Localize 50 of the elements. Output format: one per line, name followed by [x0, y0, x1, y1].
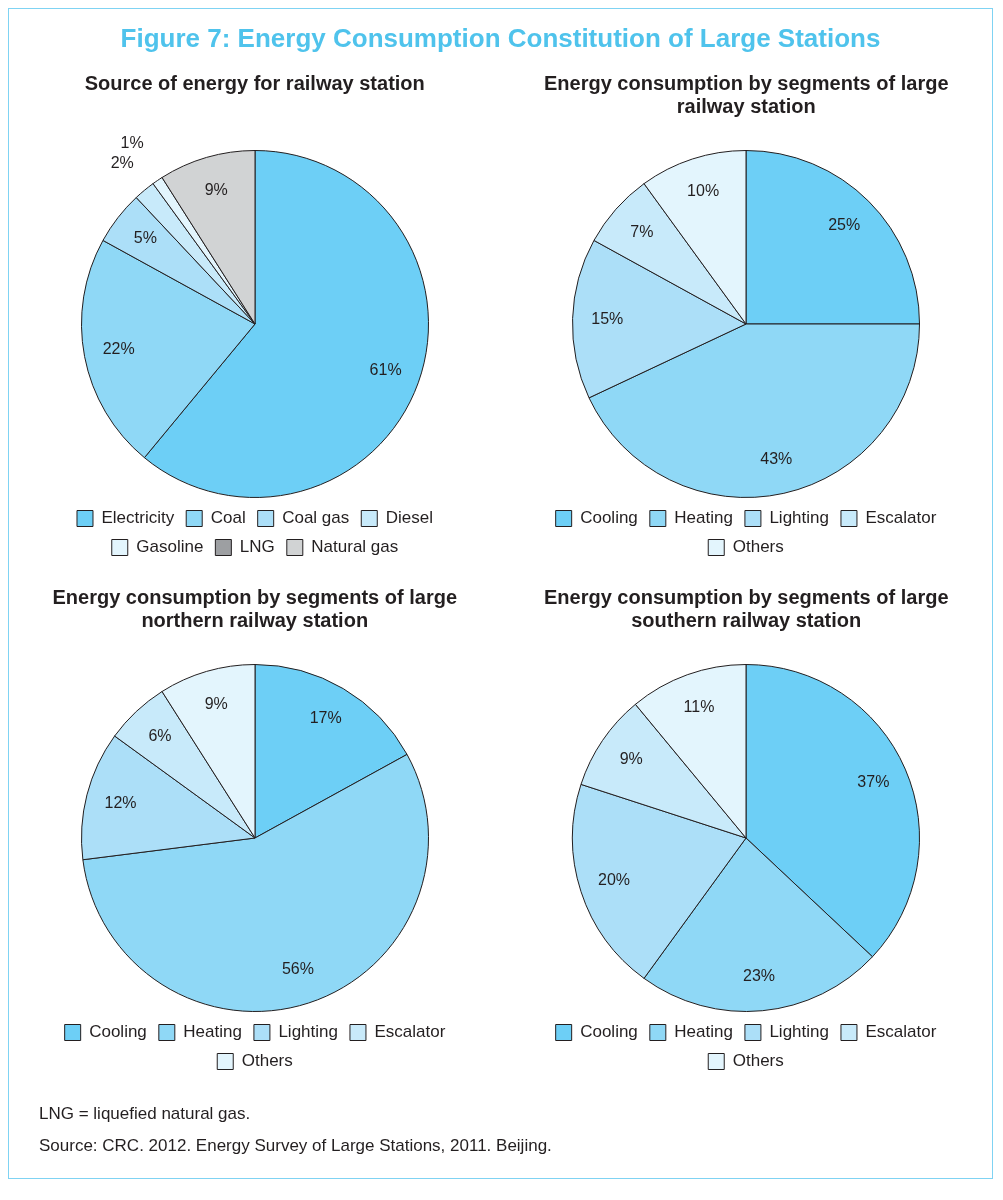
data-label: 43%: [760, 449, 793, 467]
legend-label: Heating: [183, 1022, 242, 1042]
legend-label: Cooling: [88, 1022, 147, 1042]
legend-label: Escalator: [865, 508, 937, 528]
data-label: 1%: [120, 133, 144, 151]
legend-label: Others: [732, 1051, 785, 1071]
legend-label: Escalator: [374, 1022, 446, 1042]
legend-label: Natural gas: [311, 537, 398, 557]
data-label: 2%: [110, 153, 134, 171]
legend-label: Electricity: [101, 508, 175, 528]
data-label: 17%: [309, 708, 342, 726]
data-label: 10%: [687, 182, 720, 200]
chart-subtitle: Energy consumption by segments of large southern railway station: [543, 586, 950, 633]
data-label: 6%: [148, 727, 172, 745]
data-label: 23%: [743, 966, 776, 984]
legend-label: Others: [241, 1051, 293, 1071]
data-label: 7%: [630, 222, 654, 240]
legend-label: Cooling: [580, 508, 639, 528]
chart-subtitle: Source of energy for railway station: [83, 72, 426, 96]
data-label: 37%: [857, 773, 890, 791]
data-label: 25%: [828, 216, 861, 234]
data-label: 61%: [369, 361, 402, 379]
legend-label: Heating: [674, 1022, 734, 1042]
data-label: 20%: [598, 871, 631, 889]
source-note: Source: CRC. 2012. Energy Survey of Large Stations, 2011. Beijing.: [39, 1135, 553, 1157]
legend-label: Coal: [210, 508, 246, 528]
legend-label: Heating: [674, 508, 734, 528]
data-label: 22%: [102, 340, 135, 358]
data-label: 5%: [133, 229, 157, 247]
legend-label: Lighting: [769, 508, 830, 528]
data-label: 9%: [204, 695, 228, 713]
legend-label: Gasoline: [136, 537, 204, 557]
legend-label: Coal gas: [281, 508, 350, 528]
chart-subtitle: Energy consumption by segments of large railway station: [543, 72, 950, 119]
data-label: 9%: [204, 181, 228, 199]
data-label: 9%: [619, 750, 644, 768]
text: Figure 7: Energy Consumption Constitution of Large Stations: [119, 23, 882, 54]
text: LNG = liquefied natural gas.: [39, 1103, 252, 1125]
legend-label: Lighting: [278, 1022, 338, 1042]
legend-label: Escalator: [865, 1022, 937, 1042]
data-label: 12%: [104, 793, 137, 811]
data-label: 56%: [281, 960, 314, 978]
legend-label: Cooling: [580, 1022, 639, 1042]
data-label: 11%: [683, 697, 715, 715]
legend-label: LNG: [239, 537, 275, 557]
chart-subtitle: Energy consumption by segments of large northern railway station: [51, 586, 458, 633]
legend-label: Lighting: [769, 1022, 830, 1042]
legend-label: Diesel: [385, 508, 433, 528]
legend-label: Others: [732, 537, 785, 557]
data-label: 15%: [591, 310, 624, 328]
